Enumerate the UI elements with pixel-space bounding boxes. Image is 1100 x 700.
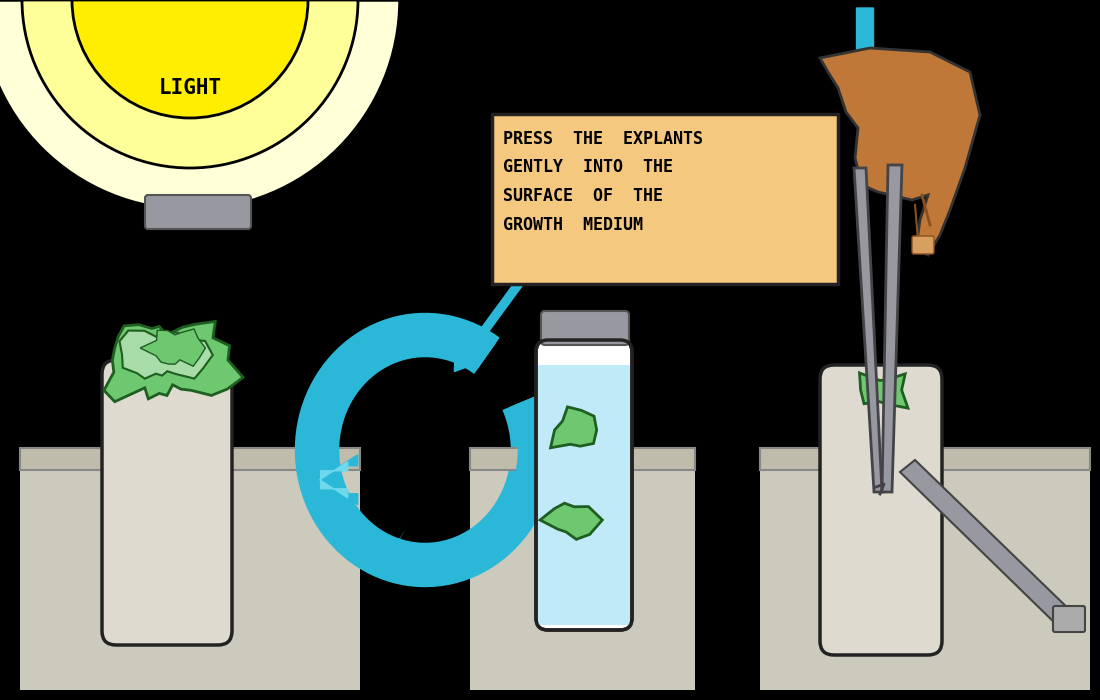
FancyBboxPatch shape <box>145 195 251 229</box>
Bar <box>470 470 695 690</box>
Polygon shape <box>540 503 603 540</box>
FancyArrow shape <box>845 8 886 98</box>
Wedge shape <box>0 0 400 210</box>
FancyArrow shape <box>320 462 348 498</box>
Polygon shape <box>900 460 1075 628</box>
Bar <box>20 448 360 470</box>
FancyBboxPatch shape <box>912 236 934 254</box>
Bar <box>20 470 360 690</box>
FancyArrow shape <box>454 279 524 372</box>
Polygon shape <box>104 321 243 402</box>
Bar <box>760 448 1090 470</box>
FancyBboxPatch shape <box>820 365 942 655</box>
Wedge shape <box>72 0 308 118</box>
Polygon shape <box>140 329 206 366</box>
FancyBboxPatch shape <box>1053 606 1085 632</box>
Polygon shape <box>120 330 212 379</box>
Wedge shape <box>22 0 358 168</box>
Polygon shape <box>882 165 902 492</box>
Bar <box>470 448 695 470</box>
Text: LIGHT: LIGHT <box>158 78 221 98</box>
FancyBboxPatch shape <box>536 340 632 630</box>
FancyBboxPatch shape <box>492 114 838 284</box>
Bar <box>760 470 1090 690</box>
FancyBboxPatch shape <box>541 311 629 345</box>
Polygon shape <box>820 48 980 255</box>
Polygon shape <box>550 407 596 448</box>
Polygon shape <box>358 525 408 555</box>
Polygon shape <box>854 168 882 492</box>
Text: PRESS  THE  EXPLANTS
GENTLY  INTO  THE
SURFACE  OF  THE
GROWTH  MEDIUM: PRESS THE EXPLANTS GENTLY INTO THE SURFA… <box>503 130 703 234</box>
FancyArrow shape <box>320 455 358 505</box>
Bar <box>538 365 630 625</box>
FancyBboxPatch shape <box>102 360 232 645</box>
Polygon shape <box>859 373 908 408</box>
